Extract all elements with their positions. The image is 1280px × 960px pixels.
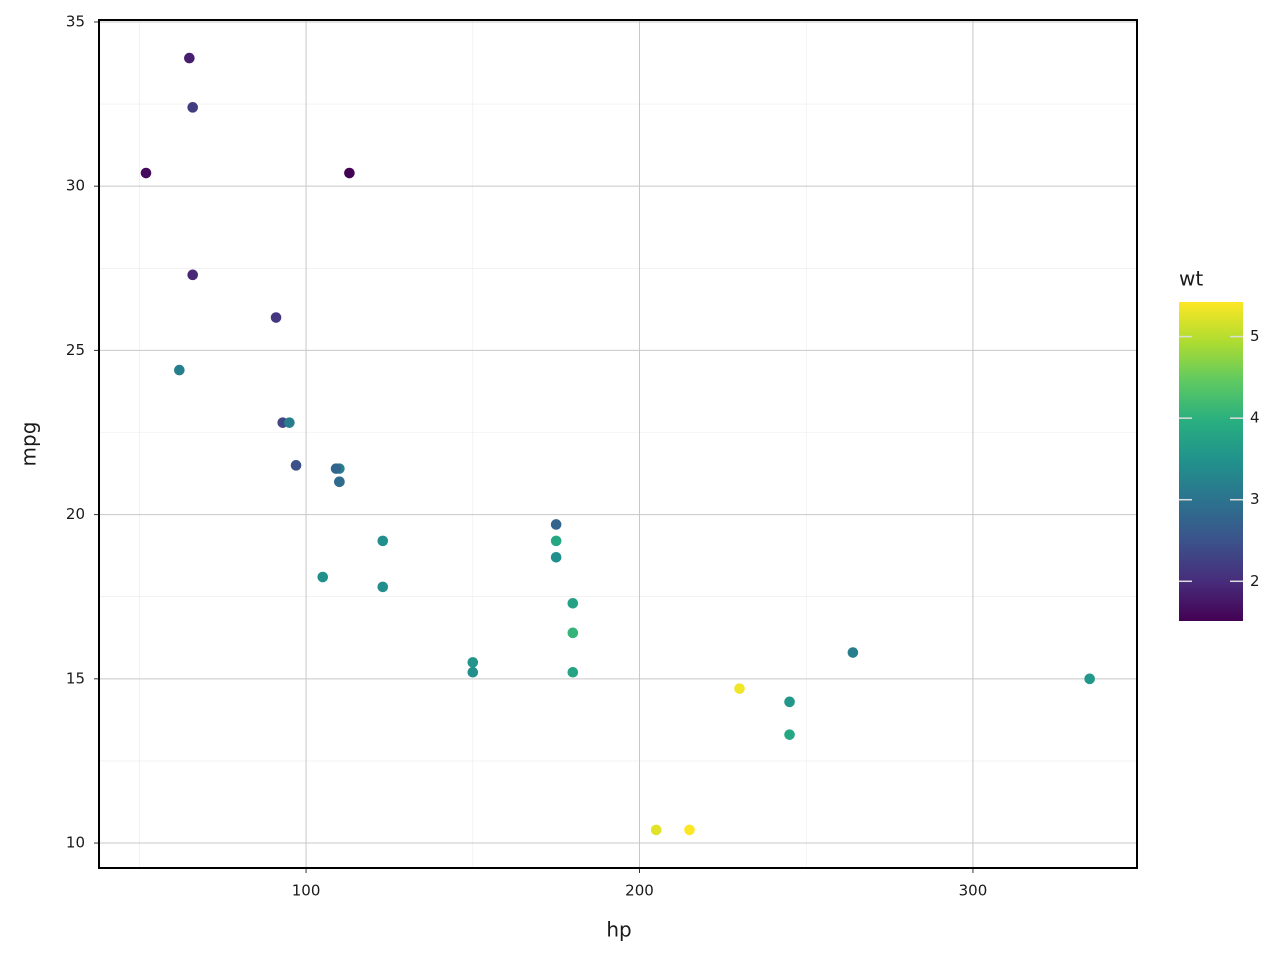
point <box>330 463 342 474</box>
point <box>184 52 195 64</box>
point <box>847 647 859 658</box>
x-tick-label: 200 <box>625 882 654 900</box>
point <box>377 535 389 547</box>
point <box>550 552 562 563</box>
point <box>187 102 198 113</box>
point <box>567 597 579 609</box>
x-tick-label: 100 <box>292 882 321 900</box>
point <box>270 312 282 323</box>
point <box>684 824 695 836</box>
point <box>550 519 562 530</box>
point <box>284 417 295 428</box>
point <box>650 824 662 836</box>
point <box>467 657 479 668</box>
point <box>467 666 479 678</box>
point <box>334 476 345 488</box>
point <box>734 683 745 694</box>
y-tick-label: 15 <box>66 669 85 687</box>
colorbar-tick-label: 3 <box>1250 490 1260 508</box>
point <box>567 666 579 678</box>
point <box>567 627 579 639</box>
y-axis-title: mpg <box>17 422 41 467</box>
point <box>377 581 389 593</box>
y-tick-label: 25 <box>66 341 85 359</box>
colorbar-tick-label: 4 <box>1250 409 1260 427</box>
y-tick-label: 30 <box>66 177 85 195</box>
point <box>174 364 185 376</box>
y-tick-label: 35 <box>66 12 85 30</box>
x-tick-label: 300 <box>959 882 988 900</box>
colorbar-title: wt <box>1179 267 1203 291</box>
point <box>140 167 152 179</box>
point <box>1084 673 1095 685</box>
colorbar <box>1179 302 1243 621</box>
colorbar-tick-label: 5 <box>1250 327 1260 345</box>
point <box>317 571 329 583</box>
point <box>784 729 795 740</box>
y-tick-label: 10 <box>66 834 85 852</box>
y-tick-label: 20 <box>66 505 85 523</box>
plot-border <box>98 19 1138 869</box>
colorbar-tick-label: 2 <box>1250 572 1260 590</box>
point <box>550 535 562 547</box>
x-axis-title: hp <box>606 918 631 942</box>
point <box>344 167 355 179</box>
point <box>290 460 302 471</box>
point <box>784 696 795 708</box>
point <box>187 269 198 281</box>
